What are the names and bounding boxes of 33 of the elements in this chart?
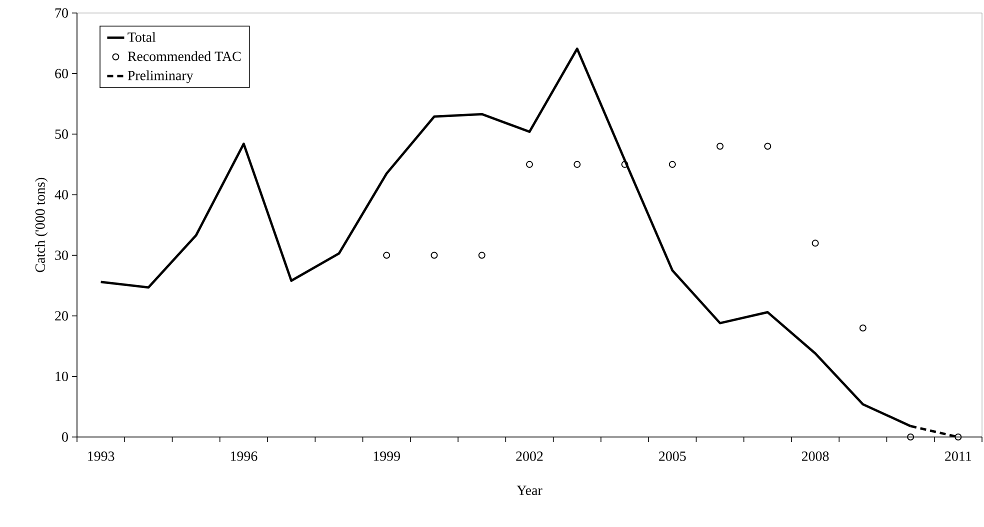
- x-axis-title: Year: [516, 486, 542, 496]
- y-tick-label: 60: [55, 68, 68, 78]
- point: [668, 160, 676, 168]
- point: [383, 252, 390, 259]
- x-tick-label: 2011: [945, 452, 972, 461]
- y-tick-label: 40: [54, 190, 68, 200]
- legend-label: Preliminary: [128, 70, 194, 84]
- point: [716, 142, 724, 150]
- point: [430, 252, 438, 259]
- y-tick-label: 0: [62, 432, 68, 442]
- x-tick-label: 2005: [659, 452, 686, 461]
- x-tick-label: 1996: [230, 452, 258, 461]
- point: [478, 252, 486, 259]
- legend-label: Total: [128, 32, 156, 42]
- y-tick-label: 30: [55, 250, 68, 260]
- x-tick-label: 2008: [802, 452, 829, 461]
- point: [621, 160, 628, 168]
- x-tick-label: 1993: [88, 452, 114, 461]
- point: [574, 160, 581, 168]
- x-tick-label: 1999: [374, 452, 400, 461]
- y-tick-label: 20: [55, 311, 68, 321]
- point: [954, 434, 962, 440]
- y-tick-label: 70: [55, 8, 68, 18]
- x-tick-label: 2002: [516, 452, 543, 461]
- point: [526, 160, 534, 168]
- y-tick-label: 10: [56, 372, 68, 382]
- point: [764, 142, 772, 150]
- legend-label: Recommended TAC: [128, 51, 241, 62]
- point: [859, 324, 866, 332]
- y-tick-label: 50: [55, 129, 68, 139]
- y-axis-title: Catch ('000 tons): [35, 178, 48, 272]
- point: [812, 240, 819, 247]
- point: [907, 434, 914, 440]
